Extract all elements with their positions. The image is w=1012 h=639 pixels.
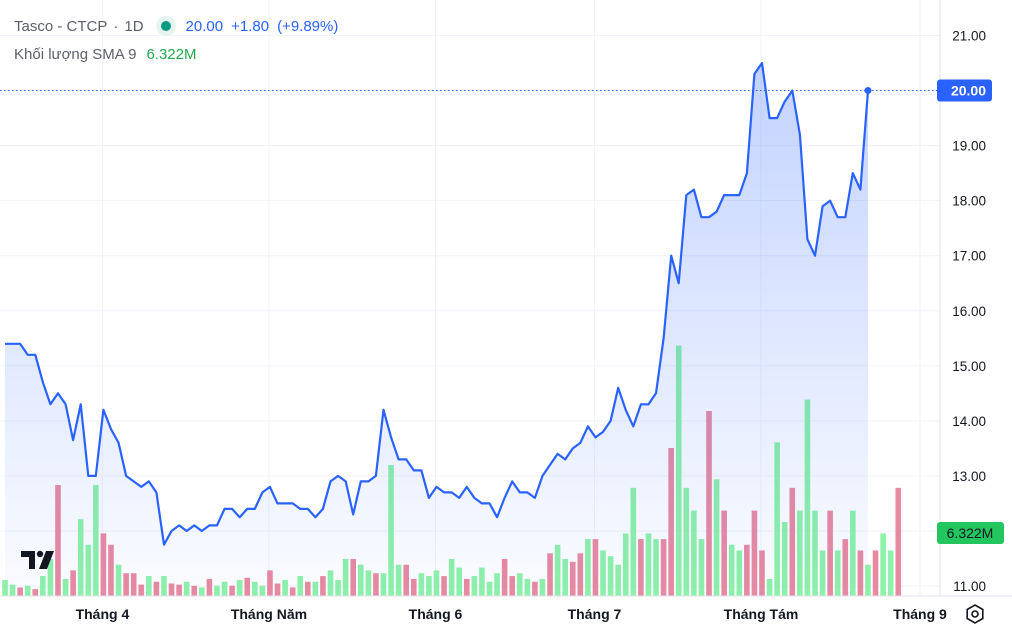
symbol-name[interactable]: Tasco - CTCP <box>14 17 108 35</box>
separator-dot: · <box>113 17 119 35</box>
volume-indicator-value: 6.322M <box>146 45 197 63</box>
x-tick-label: Tháng Năm <box>231 606 307 622</box>
last-price-tag <box>937 79 992 102</box>
y-tick-label: 17.00 <box>952 249 986 264</box>
volume-bar <box>887 550 894 596</box>
y-tick-label: 16.00 <box>952 304 986 319</box>
chart-legend: Tasco - CTCP · 1D 20.00 +1.80 (+9.89%) K… <box>14 14 338 66</box>
volume-bar <box>895 487 902 596</box>
y-tick-label: 15.00 <box>952 359 986 374</box>
volume-tag <box>937 522 1004 544</box>
interval-label[interactable]: 1D <box>124 17 144 35</box>
x-tick-label: Tháng 6 <box>409 606 463 622</box>
volume-indicator-name[interactable]: Khối lượng SMA 9 <box>14 45 137 63</box>
market-status-icon[interactable] <box>155 16 176 36</box>
y-tick-label: 13.00 <box>952 469 986 484</box>
x-tick-label: Tháng 7 <box>568 606 622 622</box>
y-tick-label: 18.00 <box>952 194 986 209</box>
legend-volume-row: Khối lượng SMA 9 6.322M <box>14 42 338 66</box>
chart-settings-icon[interactable] <box>963 602 987 626</box>
x-tick-label: Tháng 4 <box>76 606 130 622</box>
last-price: 20.00 <box>185 17 224 35</box>
price-line <box>5 61 870 546</box>
volume-tag-label: 6.322M <box>947 525 994 541</box>
price-area <box>5 61 870 596</box>
last-price-marker <box>864 87 872 95</box>
volume-bar <box>880 533 886 596</box>
y-tick-label: 21.00 <box>952 29 986 44</box>
last-price-tag-label: 20.00 <box>951 83 986 99</box>
y-tick-label: 14.00 <box>952 414 986 429</box>
price-change: +1.80 <box>231 17 270 35</box>
y-tick-label: 11.00 <box>953 579 986 594</box>
price-change-pct: (+9.89%) <box>277 17 339 35</box>
volume-bar <box>872 550 879 596</box>
legend-price-row: Tasco - CTCP · 1D 20.00 +1.80 (+9.89%) <box>14 14 338 38</box>
x-tick-label: Tháng 9 <box>893 606 947 622</box>
price-tags: 20.00 6.322M <box>0 79 1004 544</box>
y-tick-label: 19.00 <box>952 139 986 154</box>
x-tick-label: Tháng Tám <box>724 606 799 622</box>
price-area-fill <box>5 63 868 596</box>
tradingview-logo-icon[interactable] <box>19 547 59 573</box>
